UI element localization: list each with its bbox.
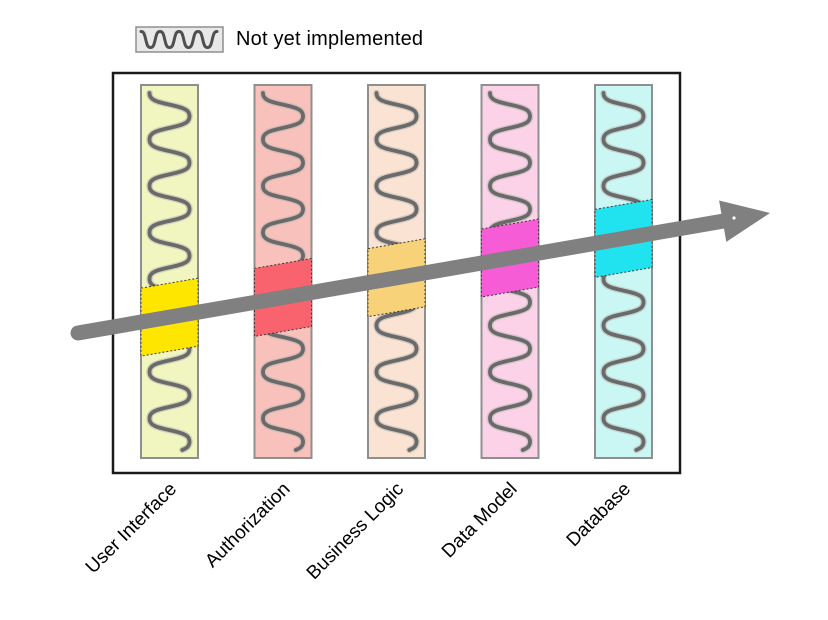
layer-label-data-model: Data Model [438, 479, 522, 563]
layer-label-authorization: Authorization [201, 479, 294, 572]
legend-label: Not yet implemented [236, 28, 424, 50]
layer-label-user-interface: User Interface [82, 479, 181, 578]
slice-arrow-head [719, 200, 770, 242]
not-implemented-pattern-swatch [135, 26, 224, 53]
slice-arrow-shaft [70, 213, 735, 341]
layer-label-database: Database [563, 479, 635, 551]
legend-squiggle-pattern [139, 29, 219, 49]
legend: Not yet implemented [135, 26, 423, 53]
layer-label-business-logic: Business Logic [303, 479, 408, 584]
arrow-head-artifact-dot [732, 216, 736, 220]
not-implemented-squiggle-user-interface [147, 91, 192, 452]
